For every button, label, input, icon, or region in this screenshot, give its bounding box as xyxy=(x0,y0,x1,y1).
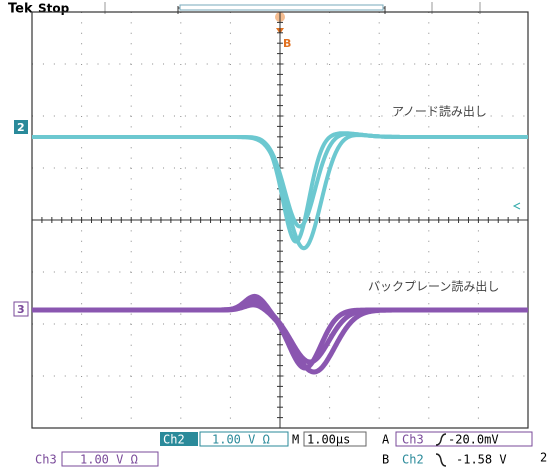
run-status: Stop xyxy=(38,2,70,16)
timebase: 1.00µs xyxy=(307,433,350,447)
record-window xyxy=(180,5,383,10)
graticule xyxy=(32,12,528,428)
ch3-scale: 1.00 V Ω xyxy=(80,453,138,467)
ch2-marker: 2 xyxy=(17,121,25,134)
trigger-b-label: B xyxy=(382,453,389,467)
trigger-a-label: A xyxy=(382,433,390,447)
ch3-label: Ch3 xyxy=(35,453,57,467)
ch3-annotation: バックプレーン読み出し xyxy=(368,280,499,294)
trigger-b-source: Ch2 xyxy=(402,453,424,467)
trigger-a-level: -20.0mV xyxy=(448,433,499,447)
brand: Tek xyxy=(8,2,33,17)
ch2-label: Ch2 xyxy=(163,433,185,447)
trigger-b-level: -1.58 V xyxy=(456,453,507,467)
trigger-a-source: Ch3 xyxy=(402,433,424,447)
ch3-marker: 3 xyxy=(17,303,25,316)
trigger-marker: B xyxy=(283,37,291,50)
falling-edge-icon xyxy=(436,454,446,466)
ch2-scale: 1.00 V Ω xyxy=(212,433,270,447)
ch2-annotation: アノード読み出し xyxy=(392,105,487,119)
page: {"header": {"brand": "Tek", "status": "S… xyxy=(0,0,558,469)
scope-screen: Tek Stop B 2 3 アノード読み出し バックプレーン読み出し Ch2 … xyxy=(0,0,558,469)
corner-text: 2 xyxy=(540,451,547,465)
timebase-label: M xyxy=(292,433,299,447)
level-arrow xyxy=(514,203,520,209)
